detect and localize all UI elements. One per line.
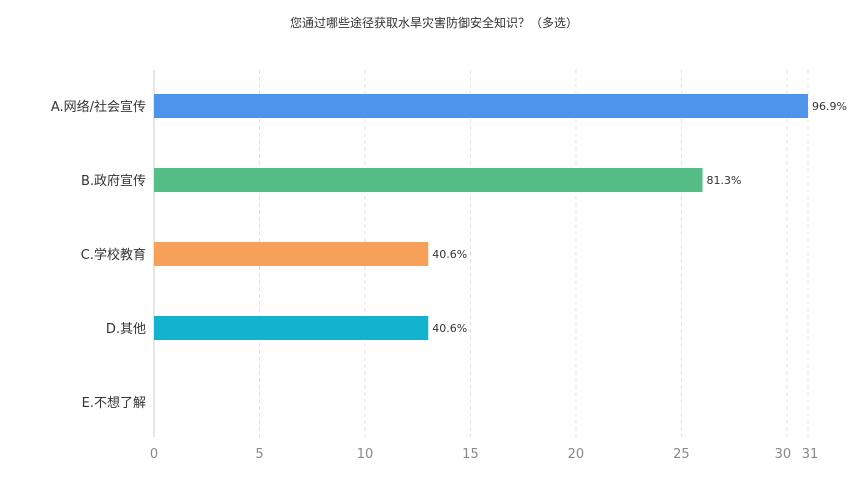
x-tick-label: 5 — [255, 447, 263, 462]
x-tick-label: 20 — [568, 447, 585, 462]
data-label: 96.9% — [812, 100, 847, 113]
category-label: B.政府宣传 — [81, 173, 146, 189]
x-tick-label: 10 — [357, 447, 374, 462]
chart-title: 您通过哪些途径获取水旱灾害防御安全知识？（多选） — [289, 16, 578, 30]
x-tick-label: 25 — [673, 447, 690, 462]
bar — [154, 94, 808, 118]
category-label: D.其他 — [106, 322, 146, 337]
bar — [154, 168, 703, 192]
data-label: 40.6% — [432, 248, 467, 261]
x-tick-labels: 0 5 10 15 20 25 30 31 — [150, 447, 818, 462]
data-labels: 96.9% 81.3% 40.6% 40.6% — [432, 100, 847, 335]
data-label: 40.6% — [432, 322, 467, 335]
category-labels: A.网络/社会宣传 B.政府宣传 C.学校教育 D.其他 E.不想了解 — [51, 99, 146, 411]
x-tick-label: 30 — [775, 447, 792, 462]
bar — [154, 242, 429, 266]
bar — [154, 316, 429, 340]
category-label: A.网络/社会宣传 — [51, 99, 146, 115]
data-label: 81.3% — [707, 174, 742, 187]
x-tick-label: 15 — [462, 447, 479, 462]
x-tick-label: 31 — [802, 447, 819, 462]
category-label: E.不想了解 — [82, 395, 146, 411]
bars — [154, 94, 808, 340]
category-label: C.学校教育 — [81, 247, 146, 263]
x-tick-label: 0 — [150, 447, 158, 462]
